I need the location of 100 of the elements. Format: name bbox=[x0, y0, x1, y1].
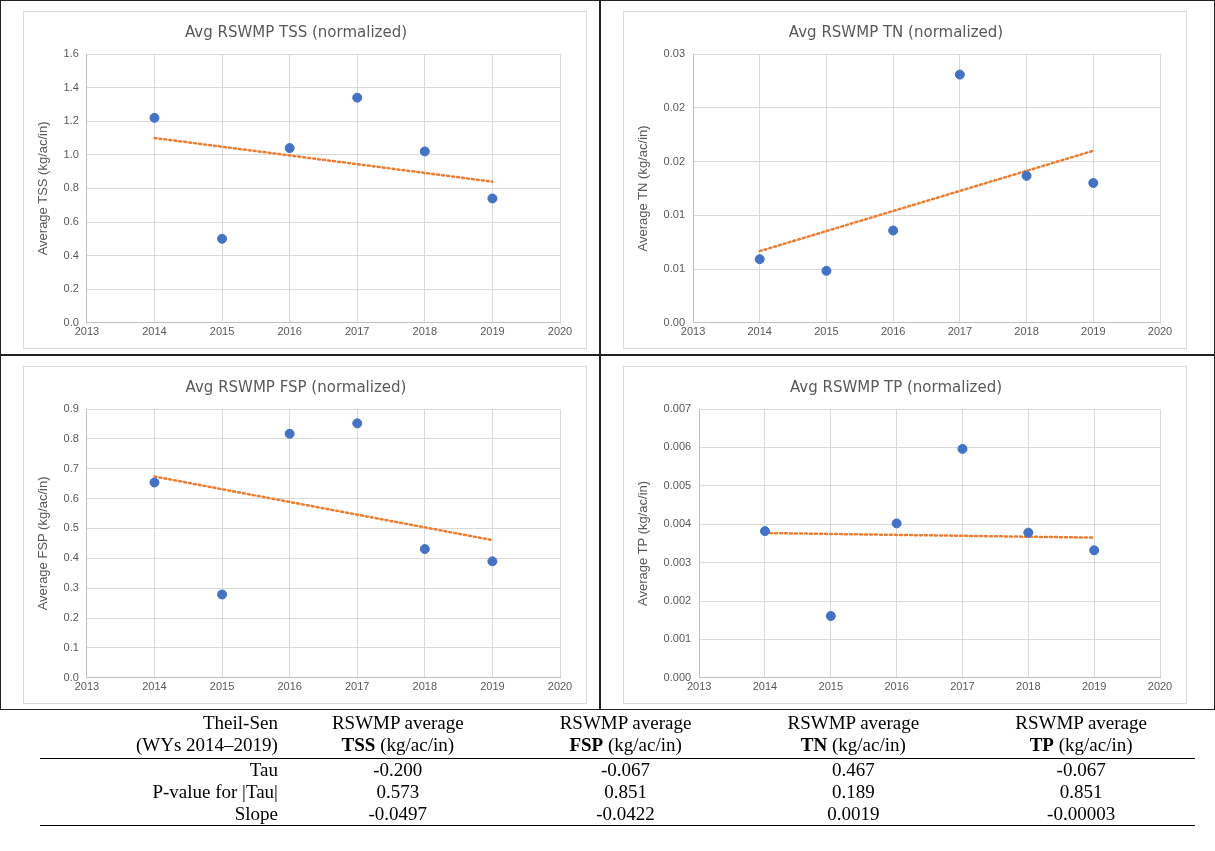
category-label: RSWMP average FSP (kg/ac/in) bbox=[511, 710, 740, 759]
text: 0.467 bbox=[831, 759, 875, 780]
x-tick-label: 2016 bbox=[880, 325, 906, 338]
point bbox=[487, 193, 498, 204]
x-tick-label: 2016 bbox=[277, 325, 302, 338]
point bbox=[352, 92, 363, 103]
y-tick-label: 0.8 bbox=[63, 431, 79, 444]
point bbox=[487, 556, 498, 567]
point bbox=[217, 233, 228, 244]
y-tick-label: 0.5 bbox=[63, 521, 79, 534]
y-tick-label: 0.3 bbox=[63, 581, 79, 594]
x-tick-label: 2015 bbox=[209, 325, 235, 338]
y-tick-label: 0.01 bbox=[663, 262, 686, 275]
x-tick-label: 2015 bbox=[818, 680, 844, 693]
y-tick-label: 0.003 bbox=[663, 555, 692, 568]
text: 0.189 bbox=[831, 781, 875, 802]
point bbox=[759, 526, 770, 537]
point bbox=[284, 428, 295, 439]
x-tick-label: 2014 bbox=[747, 325, 772, 338]
text: -0.200 bbox=[373, 759, 423, 780]
text: -0.00003 bbox=[1047, 803, 1116, 824]
x-tick-label: 2013 bbox=[686, 680, 712, 693]
chart-title: Avg RSWMP TN (normalized) bbox=[788, 22, 1004, 41]
y-tick-label: 1.0 bbox=[63, 147, 79, 160]
text: -0.0422 bbox=[596, 803, 655, 824]
y-tick-label: 0.02 bbox=[663, 154, 686, 167]
y-tick-label: 0.2 bbox=[63, 282, 79, 295]
x-tick-label: 2018 bbox=[412, 325, 438, 338]
y-tick-label: 0.4 bbox=[63, 551, 79, 564]
chart-title: Avg RSWMP TSS (normalized) bbox=[184, 22, 408, 41]
point bbox=[888, 225, 899, 236]
x-tick-label: 2019 bbox=[480, 325, 505, 338]
x-tick-label: 2017 bbox=[345, 325, 370, 338]
text: -0.067 bbox=[1056, 759, 1106, 780]
y-tick-label: 0.006 bbox=[663, 440, 692, 453]
x-tick-label: 2018 bbox=[412, 680, 438, 693]
x-tick-label: 2020 bbox=[1147, 325, 1173, 338]
point bbox=[821, 265, 832, 276]
point bbox=[419, 544, 430, 555]
y-tick-label: 0.000 bbox=[663, 670, 692, 683]
x-tick-label: 2020 bbox=[547, 325, 573, 338]
point bbox=[284, 143, 295, 154]
x-tick-label: 2017 bbox=[950, 680, 975, 693]
x-tick-label: 2014 bbox=[752, 680, 778, 693]
text: 0.0019 bbox=[827, 803, 880, 824]
category-label: RSWMP average TSS (kg/ac/in) bbox=[283, 710, 512, 759]
y-tick-label: 0.8 bbox=[63, 181, 79, 194]
y-tick-label: 0.0 bbox=[63, 315, 79, 328]
point bbox=[954, 69, 965, 80]
point bbox=[217, 589, 228, 600]
category-label: RSWMP average TP (kg/ac/in) bbox=[967, 710, 1195, 759]
point bbox=[1089, 545, 1100, 556]
y-tick-label: 0.2 bbox=[63, 611, 79, 624]
x-tick-label: 2020 bbox=[547, 680, 573, 693]
point bbox=[352, 418, 363, 429]
y-tick-label: 0.9 bbox=[63, 402, 79, 415]
point bbox=[1023, 527, 1034, 538]
text: 0.851 bbox=[1059, 781, 1103, 802]
x-tick-label: 2016 bbox=[884, 680, 909, 693]
x-tick-label: 2019 bbox=[480, 680, 505, 693]
x-tick-label: 2014 bbox=[142, 325, 167, 338]
y-tick-label: 0.4 bbox=[63, 248, 79, 261]
text: Theil-Sen (WYs 2014–2019) bbox=[40, 710, 284, 759]
y-tick-label: 0.01 bbox=[663, 208, 686, 221]
x-tick-label: 2019 bbox=[1081, 325, 1106, 338]
chart-title: Avg RSWMP FSP (normalized) bbox=[185, 377, 407, 396]
text: 0.851 bbox=[604, 781, 647, 802]
y-axis-title: Average TP (kg/ac/in) bbox=[635, 480, 651, 606]
category-label: Slope bbox=[234, 803, 278, 824]
point bbox=[825, 610, 836, 621]
point bbox=[419, 146, 430, 157]
y-tick-label: 0.005 bbox=[663, 478, 692, 491]
x-tick-label: 2014 bbox=[142, 680, 167, 693]
x-tick-label: 2013 bbox=[74, 680, 100, 693]
x-tick-label: 2017 bbox=[345, 680, 370, 693]
y-tick-label: 0.6 bbox=[63, 491, 79, 504]
x-tick-label: 2013 bbox=[680, 325, 706, 338]
point bbox=[1021, 170, 1032, 181]
y-tick-label: 0.001 bbox=[663, 632, 692, 645]
x-tick-label: 2018 bbox=[1016, 680, 1041, 693]
y-tick-label: 1.4 bbox=[63, 80, 79, 93]
y-tick-label: 0.7 bbox=[63, 461, 79, 474]
chart-title: Avg RSWMP TP (normalized) bbox=[789, 377, 1003, 396]
x-tick-label: 2020 bbox=[1147, 680, 1173, 693]
y-tick-label: 0.1 bbox=[63, 640, 79, 653]
point bbox=[149, 112, 160, 123]
x-tick-label: 2017 bbox=[947, 325, 973, 338]
y-tick-label: 0.03 bbox=[663, 47, 686, 60]
y-axis-title: Average FSP (kg/ac/in) bbox=[35, 476, 51, 611]
x-tick-label: 2016 bbox=[277, 680, 302, 693]
category-label: P-value for |Tau| bbox=[152, 781, 278, 802]
point bbox=[754, 254, 765, 265]
y-tick-label: 0.6 bbox=[63, 215, 79, 228]
point bbox=[149, 477, 160, 488]
category-label: RSWMP average TN (kg/ac/in) bbox=[739, 710, 968, 759]
x-tick-label: 2018 bbox=[1014, 325, 1039, 338]
point bbox=[1088, 178, 1099, 189]
x-tick-label: 2013 bbox=[74, 325, 100, 338]
x-tick-label: 2015 bbox=[209, 680, 235, 693]
category-label: Tau bbox=[249, 759, 278, 780]
